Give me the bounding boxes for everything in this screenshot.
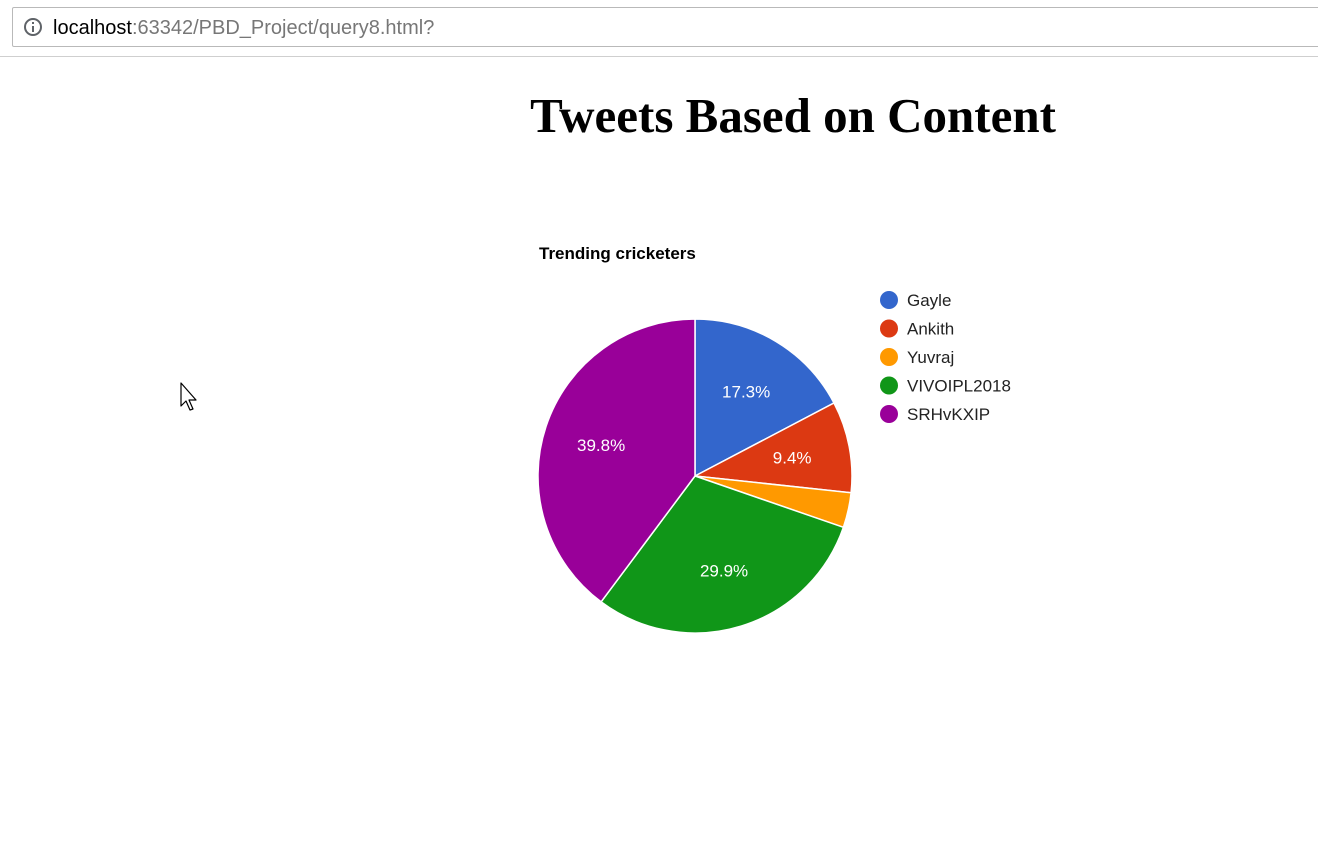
legend-label: Yuvraj — [907, 348, 954, 367]
slice-label-srhvkxip: 39.8% — [577, 436, 625, 455]
slice-label-ankith: 9.4% — [773, 448, 812, 467]
pie-slice-ankith[interactable] — [692, 401, 853, 494]
legend-swatch — [880, 348, 898, 366]
legend-label: Gayle — [907, 291, 951, 310]
pie-slice-vivoipl2018[interactable] — [600, 475, 845, 634]
address-bar[interactable]: localhost:63342/PBD_Project/query8.html? — [12, 7, 1318, 47]
mouse-pointer-icon — [180, 382, 197, 411]
browser-toolbar: localhost:63342/PBD_Project/query8.html? — [0, 0, 1318, 57]
chart-legend: Gayle Ankith Yuvraj VIVOIPL2018 SRHvKXIP — [880, 291, 1011, 424]
url-path: :63342/PBD_Project/query8.html? — [131, 17, 435, 39]
pie-slices — [537, 318, 853, 634]
legend-item-ankith[interactable]: Ankith — [880, 319, 954, 339]
legend-swatch — [880, 376, 898, 395]
url-host: localhost — [53, 17, 132, 39]
legend-item-gayle[interactable]: Gayle — [880, 291, 951, 310]
pie-slice-srhvkxip[interactable] — [537, 318, 696, 603]
legend-item-vivoipl2018[interactable]: VIVOIPL2018 — [880, 376, 1011, 396]
legend-swatch — [880, 319, 898, 338]
info-icon[interactable] — [23, 17, 43, 37]
legend-label: SRHvKXIP — [907, 405, 990, 424]
legend-swatch — [880, 291, 898, 309]
url-text[interactable]: localhost:63342/PBD_Project/query8.html? — [53, 16, 434, 40]
legend-label: Ankith — [907, 320, 954, 339]
slice-label-vivoipl2018: 29.9% — [700, 562, 748, 581]
pie-slice-labels: 17.3% 9.4% 29.9% 39.8% — [577, 382, 812, 580]
pie-slice-gayle[interactable] — [694, 318, 835, 478]
legend-item-srhvkxip[interactable]: SRHvKXIP — [880, 405, 990, 424]
page-title: Tweets Based on Content — [530, 88, 1056, 143]
legend-swatch — [880, 405, 898, 423]
slice-label-gayle: 17.3% — [722, 382, 770, 401]
chart-title: Trending cricketers — [539, 244, 696, 263]
legend-label: VIVOIPL2018 — [907, 377, 1011, 396]
legend-item-yuvraj[interactable]: Yuvraj — [880, 348, 954, 367]
